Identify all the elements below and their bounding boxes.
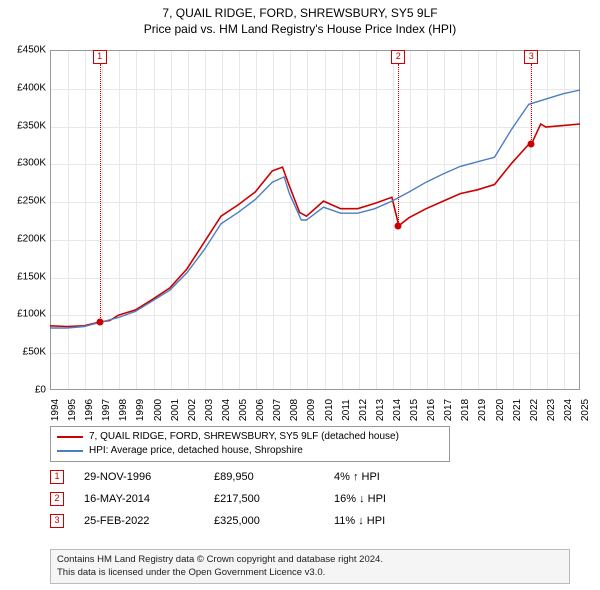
chart-lines-svg <box>50 50 580 390</box>
transaction-date: 25-FEB-2022 <box>84 515 194 527</box>
y-axis-label: £200K <box>17 233 46 244</box>
x-axis-label: 2024 <box>563 399 574 421</box>
x-axis-label: 2015 <box>409 399 420 421</box>
attribution-footer: Contains HM Land Registry data © Crown c… <box>50 549 570 584</box>
chart-container: 7, QUAIL RIDGE, FORD, SHREWSBURY, SY5 9L… <box>0 0 600 590</box>
y-axis-label: £300K <box>17 158 46 169</box>
x-axis-label: 1998 <box>118 399 129 421</box>
chart-title-address: 7, QUAIL RIDGE, FORD, SHREWSBURY, SY5 9L… <box>0 6 600 20</box>
x-axis-label: 1999 <box>135 399 146 421</box>
legend-label: HPI: Average price, detached house, Shro… <box>89 444 303 458</box>
marker-dot <box>395 222 402 229</box>
footer-line-2: This data is licensed under the Open Gov… <box>57 567 563 579</box>
transaction-row: 2 16-MAY-2014 £217,500 16% ↓ HPI <box>50 488 570 510</box>
x-axis-label: 2020 <box>495 399 506 421</box>
x-axis-label: 2013 <box>375 399 386 421</box>
transaction-row: 3 25-FEB-2022 £325,000 11% ↓ HPI <box>50 510 570 532</box>
x-axis-label: 2023 <box>546 399 557 421</box>
y-axis-label: £150K <box>17 271 46 282</box>
legend-swatch <box>57 436 83 438</box>
transaction-marker: 3 <box>50 514 64 528</box>
legend-item: HPI: Average price, detached house, Shro… <box>57 444 443 458</box>
x-axis-label: 2011 <box>341 399 352 421</box>
marker-guide-line <box>398 64 399 226</box>
x-axis-label: 2005 <box>238 399 249 421</box>
x-axis-label: 2025 <box>580 399 591 421</box>
x-axis-label: 2006 <box>255 399 266 421</box>
x-axis-label: 1996 <box>84 399 95 421</box>
chart-legend: 7, QUAIL RIDGE, FORD, SHREWSBURY, SY5 9L… <box>50 426 450 462</box>
marker-dot <box>96 319 103 326</box>
marker-guide-line <box>531 64 532 144</box>
transaction-date: 16-MAY-2014 <box>84 493 194 505</box>
x-axis-label: 2002 <box>187 399 198 421</box>
x-axis-label: 2010 <box>324 399 335 421</box>
x-axis-label: 2019 <box>477 399 488 421</box>
y-axis-label: £450K <box>17 45 46 56</box>
marker-dot <box>528 141 535 148</box>
x-axis-label: 2016 <box>426 399 437 421</box>
x-axis-label: 2014 <box>392 399 403 421</box>
y-axis-label: £350K <box>17 120 46 131</box>
x-axis-label: 2001 <box>170 399 181 421</box>
legend-label: 7, QUAIL RIDGE, FORD, SHREWSBURY, SY5 9L… <box>89 430 399 444</box>
transaction-diff: 11% ↓ HPI <box>334 515 434 527</box>
x-axis-label: 2007 <box>272 399 283 421</box>
transaction-marker: 2 <box>50 492 64 506</box>
transaction-price: £217,500 <box>214 493 314 505</box>
x-axis-label: 2004 <box>221 399 232 421</box>
title-block: 7, QUAIL RIDGE, FORD, SHREWSBURY, SY5 9L… <box>0 0 600 36</box>
transaction-diff: 16% ↓ HPI <box>334 493 434 505</box>
chart-subtitle: Price paid vs. HM Land Registry's House … <box>0 22 600 36</box>
x-axis-label: 1997 <box>101 399 112 421</box>
legend-swatch <box>57 450 83 452</box>
marker-guide-line <box>100 64 101 322</box>
x-axis-label: 2012 <box>358 399 369 421</box>
x-axis-label: 1994 <box>50 399 61 421</box>
series-line <box>50 124 580 327</box>
x-axis-label: 2008 <box>289 399 300 421</box>
transaction-diff: 4% ↑ HPI <box>334 471 434 483</box>
y-axis-label: £100K <box>17 309 46 320</box>
y-axis-label: £50K <box>23 347 46 358</box>
transactions-table: 1 29-NOV-1996 £89,950 4% ↑ HPI 2 16-MAY-2014 £… <box>50 466 570 532</box>
marker-badge: 1 <box>93 50 107 64</box>
marker-badge: 2 <box>391 50 405 64</box>
marker-badge: 3 <box>524 50 538 64</box>
chart-plot-area: £0£50K£100K£150K£200K£250K£300K£350K£400… <box>50 50 580 390</box>
transaction-price: £89,950 <box>214 471 314 483</box>
footer-line-1: Contains HM Land Registry data © Crown c… <box>57 554 563 566</box>
x-axis-label: 2017 <box>443 399 454 421</box>
x-axis-label: 2018 <box>460 399 471 421</box>
x-axis-label: 2003 <box>204 399 215 421</box>
y-axis-label: £400K <box>17 82 46 93</box>
x-axis-label: 2009 <box>306 399 317 421</box>
legend-item: 7, QUAIL RIDGE, FORD, SHREWSBURY, SY5 9L… <box>57 430 443 444</box>
y-axis-label: £0 <box>35 385 46 396</box>
transaction-row: 1 29-NOV-1996 £89,950 4% ↑ HPI <box>50 466 570 488</box>
transaction-marker: 1 <box>50 470 64 484</box>
transaction-date: 29-NOV-1996 <box>84 471 194 483</box>
x-axis-label: 2021 <box>512 399 523 421</box>
y-axis-label: £250K <box>17 196 46 207</box>
x-axis-label: 1995 <box>67 399 78 421</box>
x-axis-label: 2022 <box>529 399 540 421</box>
x-axis-label: 2000 <box>153 399 164 421</box>
transaction-price: £325,000 <box>214 515 314 527</box>
